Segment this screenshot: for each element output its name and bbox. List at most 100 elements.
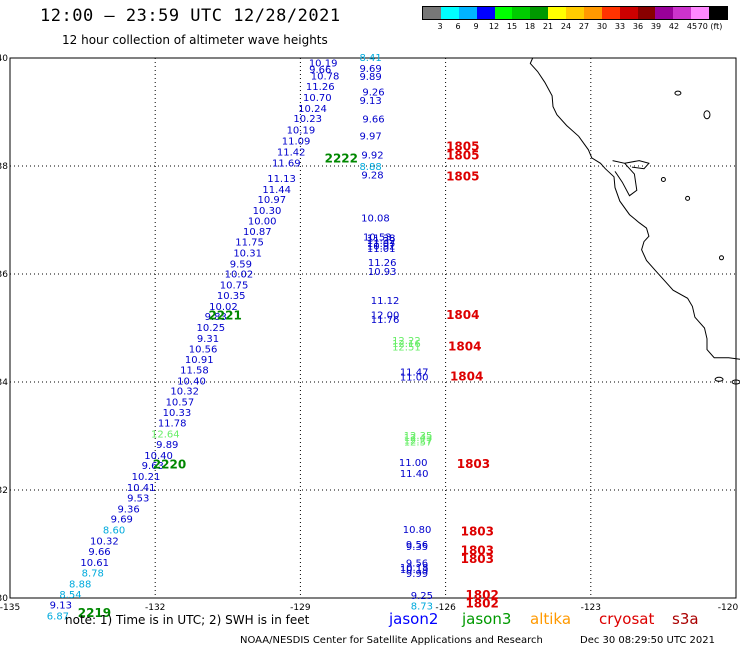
wave-height-label: 12.27 bbox=[404, 435, 433, 446]
wave-height-label: 12.35 bbox=[404, 431, 433, 442]
wave-height-label: 10.80 bbox=[403, 525, 432, 536]
wave-height-label: 9.13 bbox=[50, 601, 72, 612]
wave-height-label: 11.38 bbox=[367, 233, 396, 244]
colorbar-label: 30 bbox=[596, 22, 608, 31]
lat-tick-label: 32 bbox=[0, 486, 8, 496]
wave-height-label: 9.92 bbox=[361, 151, 383, 162]
wave-height-label: 9.97 bbox=[359, 131, 381, 142]
pass-number-label: 1804 bbox=[448, 339, 481, 353]
wave-height-label: 11.00 bbox=[400, 373, 429, 384]
wave-height-label: 8.54 bbox=[59, 590, 81, 601]
colorbar-label: 36 bbox=[632, 22, 644, 31]
pass-number-label: 1804 bbox=[450, 370, 483, 384]
colorbar-label: 39 bbox=[650, 22, 662, 31]
pass-number-label: 1802 bbox=[465, 596, 498, 610]
wave-height-label: 11.32 bbox=[367, 236, 396, 247]
colorbar-swatch bbox=[494, 7, 513, 19]
colorbar-swatch bbox=[566, 7, 584, 19]
wave-height-label: 9.25 bbox=[411, 591, 433, 602]
wave-height-label: 8.60 bbox=[103, 526, 125, 537]
island-outline bbox=[714, 376, 724, 382]
lat-lon-grid bbox=[9, 57, 737, 599]
wave-height-label: 10.02 bbox=[225, 270, 254, 281]
wave-height-label: 10.13 bbox=[400, 565, 429, 576]
colorbar-swatch bbox=[458, 7, 477, 19]
pass-number-label: 2222 bbox=[325, 151, 358, 165]
colorbar-swatch bbox=[655, 7, 674, 19]
wave-height-label: 9.69 bbox=[359, 64, 381, 75]
colorbar-label: 18 bbox=[524, 22, 536, 31]
colorbar-swatch bbox=[548, 7, 566, 19]
wave-height-label: 10.00 bbox=[248, 217, 277, 228]
wave-height-label: 9.56 bbox=[406, 540, 428, 551]
pass-number-label: 1803 bbox=[461, 543, 494, 557]
map-subtitle: 12 hour collection of altimeter wave hei… bbox=[62, 33, 328, 47]
lat-tick-label: 40 bbox=[0, 54, 8, 64]
wave-height-label: 11.13 bbox=[267, 174, 296, 185]
wave-height-label: 11.09 bbox=[282, 137, 311, 148]
wave-height-label: 10.21 bbox=[132, 472, 161, 483]
wave-height-label: 12.16 bbox=[392, 339, 421, 350]
wave-height-label: 9.35 bbox=[406, 542, 428, 553]
lat-tick-label: 38 bbox=[0, 162, 8, 172]
colorbar-swatch bbox=[691, 7, 709, 19]
wave-height-label: 10.75 bbox=[220, 280, 249, 291]
wave-height-label: 9.53 bbox=[127, 494, 149, 505]
wave-height-label: 10.32 bbox=[90, 536, 119, 547]
colorbar-label: 3 bbox=[437, 22, 443, 31]
wave-height-label: 9.36 bbox=[117, 504, 139, 515]
wave-height-label: 10.19 bbox=[309, 58, 338, 69]
colorbar-swatch bbox=[673, 7, 692, 19]
pass-number-label: 1804 bbox=[446, 308, 479, 322]
wave-height-label: 12.57 bbox=[404, 437, 433, 448]
wave-height-colorbar bbox=[422, 6, 728, 20]
wave-height-label: 11.78 bbox=[158, 419, 187, 430]
wave-height-label: 9.66 bbox=[88, 547, 110, 558]
wave-height-label: 11.26 bbox=[368, 258, 397, 269]
wave-height-label: 9.28 bbox=[361, 171, 383, 182]
wave-height-label: 10.18 bbox=[400, 563, 429, 574]
wave-height-label: 10.97 bbox=[258, 195, 287, 206]
generation-timestamp: Dec 30 08:29:50 UTC 2021 bbox=[580, 635, 715, 646]
wave-height-label: 10.02 bbox=[209, 302, 238, 313]
wave-height-labels: 10.199.6610.7811.2610.7010.2410.2310.191… bbox=[47, 53, 433, 622]
wave-height-label: 11.69 bbox=[272, 158, 301, 169]
colorbar-label: 15 bbox=[506, 22, 518, 31]
wave-height-label: 9.66 bbox=[362, 115, 384, 126]
colorbar-label: 70 (ft) bbox=[697, 22, 723, 31]
wave-height-label: 9.89 bbox=[156, 440, 178, 451]
wave-height-label: 11.42 bbox=[277, 148, 306, 159]
colorbar-label: 27 bbox=[578, 22, 590, 31]
wave-height-label: 10.87 bbox=[243, 227, 272, 238]
axis-labels: -135 -132 -129 -126 -123 -120 40 38 36 34 32 30 bbox=[0, 54, 738, 613]
wave-height-label: 9.89 bbox=[359, 72, 381, 83]
wave-height-label: 10.35 bbox=[217, 291, 246, 302]
coastline bbox=[529, 57, 740, 385]
wave-height-label: 10.30 bbox=[253, 206, 282, 217]
colorbar-label: 12 bbox=[488, 22, 500, 31]
wave-height-label: 12.00 bbox=[371, 311, 400, 322]
wave-height-label: 8.88 bbox=[69, 580, 91, 591]
legend-jason3: jason3 bbox=[462, 610, 512, 628]
pass-number-label: 1803 bbox=[461, 525, 494, 539]
wave-height-label: 11.26 bbox=[306, 82, 335, 93]
colorbar-label: 24 bbox=[560, 22, 572, 31]
wave-height-label: 12.43 bbox=[404, 433, 433, 444]
wave-height-label: 12.22 bbox=[392, 336, 421, 347]
lon-tick-label: -135 bbox=[0, 603, 20, 613]
wave-height-label: 10.08 bbox=[361, 213, 390, 224]
colorbar-labels: 3 6 9 12 15 18 21 24 27 30 33 36 39 42 45 70 (ft) bbox=[422, 22, 728, 34]
lake-outline bbox=[718, 255, 724, 261]
colorbar-swatch bbox=[637, 7, 656, 19]
wave-height-label: 10.78 bbox=[311, 71, 340, 82]
map-frame bbox=[9, 57, 737, 599]
wave-height-label: 8.78 bbox=[82, 569, 104, 580]
wave-height-label: 11.47 bbox=[400, 367, 429, 378]
pass-number-label: 1805 bbox=[446, 149, 479, 163]
colorbar-swatch bbox=[423, 7, 441, 19]
wave-height-label: 10.41 bbox=[127, 483, 156, 494]
lon-tick-label: -132 bbox=[145, 603, 165, 613]
colorbar-label: 21 bbox=[542, 22, 554, 31]
wave-height-label: 9.26 bbox=[362, 88, 384, 99]
